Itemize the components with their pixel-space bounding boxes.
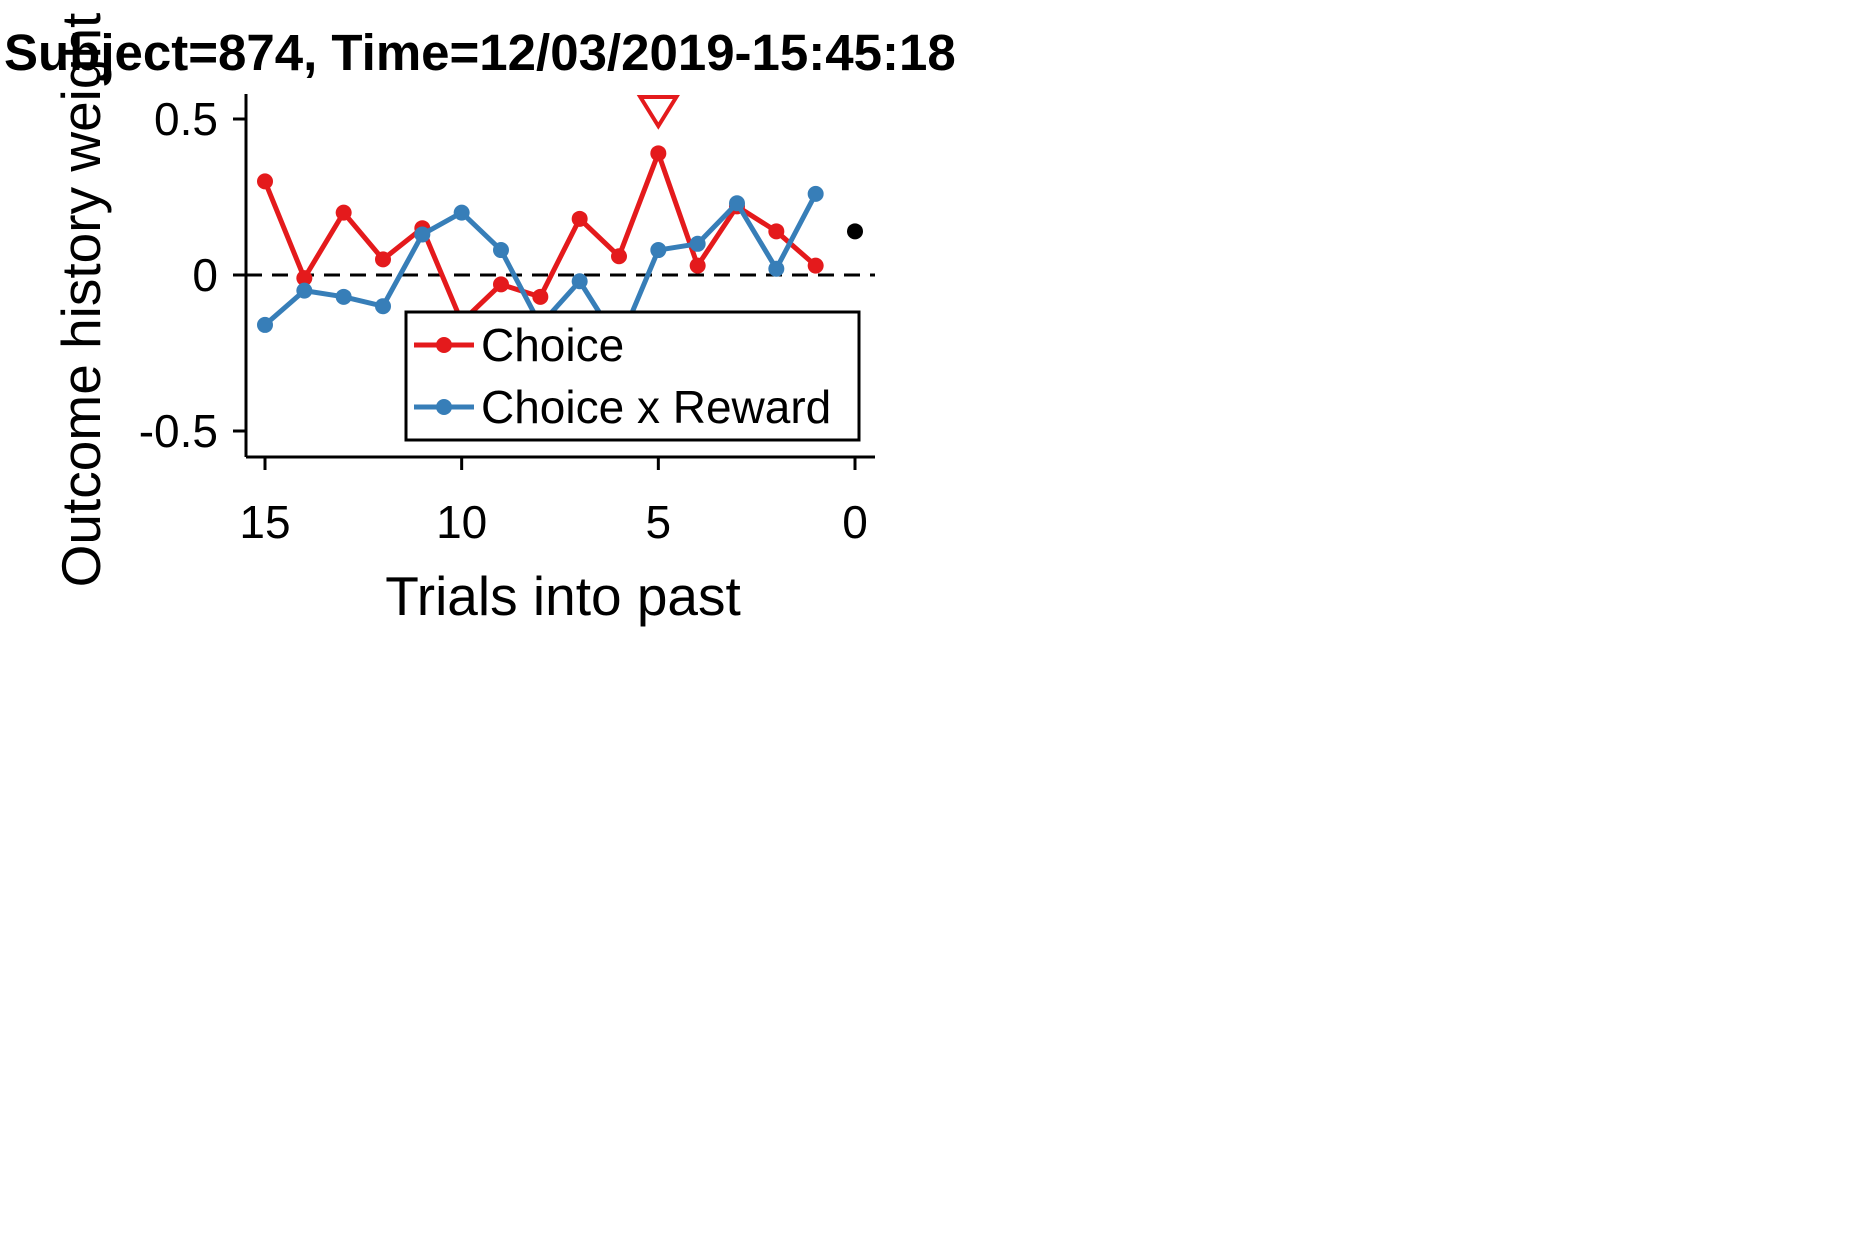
data-point xyxy=(768,223,785,240)
data-point xyxy=(532,288,549,305)
data-point xyxy=(375,251,391,268)
data-point xyxy=(807,185,824,202)
legend-box xyxy=(404,310,861,442)
data-point xyxy=(571,273,588,290)
x-tick-label: 5 xyxy=(646,496,672,548)
intercept-point xyxy=(847,223,863,240)
data-point xyxy=(335,288,352,305)
data-point xyxy=(257,316,273,333)
y-tick-label: 0 xyxy=(192,249,218,301)
data-point xyxy=(296,270,313,287)
x-tick-label: 15 xyxy=(239,496,290,548)
extras-layer xyxy=(636,95,863,240)
data-point xyxy=(375,298,391,315)
significance-triangle-marker xyxy=(636,95,680,130)
data-point xyxy=(571,210,588,227)
data-point xyxy=(493,276,509,293)
data-point xyxy=(296,282,313,299)
data-point xyxy=(689,235,706,252)
data-point xyxy=(729,195,745,212)
data-point xyxy=(807,257,824,274)
legend-swatch-marker xyxy=(436,337,452,353)
legend-label-choice: Choice xyxy=(481,319,624,371)
legend: Choice Choice x Reward xyxy=(404,310,861,442)
legend-label-choice-x-reward: Choice x Reward xyxy=(481,381,831,433)
ticks-layer: 15 10 5 0 0.5 0 -0.5 xyxy=(139,93,868,548)
legend-entry-choice-x-reward: Choice x Reward xyxy=(414,381,831,433)
data-point xyxy=(453,204,470,221)
y-axis-label: Outcome history weight xyxy=(50,13,112,588)
data-point xyxy=(257,173,273,190)
data-point xyxy=(611,248,627,265)
x-tick-label: 10 xyxy=(436,496,487,548)
data-point xyxy=(768,260,785,277)
data-point xyxy=(650,145,667,162)
data-point xyxy=(414,226,431,243)
data-point xyxy=(650,242,667,259)
x-axis-label: Trials into past xyxy=(385,565,741,627)
y-tick-label: 0.5 xyxy=(154,93,218,145)
legend-entry-choice: Choice xyxy=(414,319,624,371)
x-tick-label: 0 xyxy=(842,496,868,548)
data-point xyxy=(689,257,706,274)
legend-swatch-marker xyxy=(436,399,452,415)
data-point xyxy=(335,204,352,221)
data-point xyxy=(493,242,509,259)
y-tick-label: -0.5 xyxy=(139,405,218,457)
chart-title: Subject=874, Time=12/03/2019-15:45:18 xyxy=(4,24,956,81)
